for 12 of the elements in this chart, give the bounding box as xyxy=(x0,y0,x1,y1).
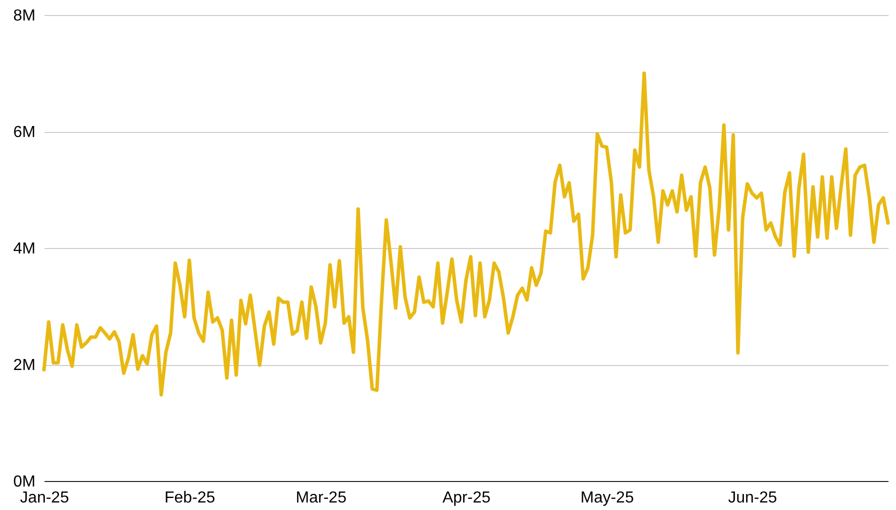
x-tick-label: Mar-25 xyxy=(296,490,347,506)
x-tick-label: Jan-25 xyxy=(20,490,70,506)
y-tick-label: 2M xyxy=(13,357,36,374)
x-tick-label: Feb-25 xyxy=(164,490,216,506)
x-tick-label: Apr-25 xyxy=(442,490,491,506)
y-tick-label: 4M xyxy=(13,240,36,258)
y-tick-label: 0M xyxy=(13,474,36,490)
y-tick-label: 6M xyxy=(13,124,36,141)
x-tick-label: Jun-25 xyxy=(728,490,778,506)
x-tick-label: May-25 xyxy=(580,490,634,506)
line-series xyxy=(42,72,890,397)
y-tick-label: 8M xyxy=(13,8,36,24)
